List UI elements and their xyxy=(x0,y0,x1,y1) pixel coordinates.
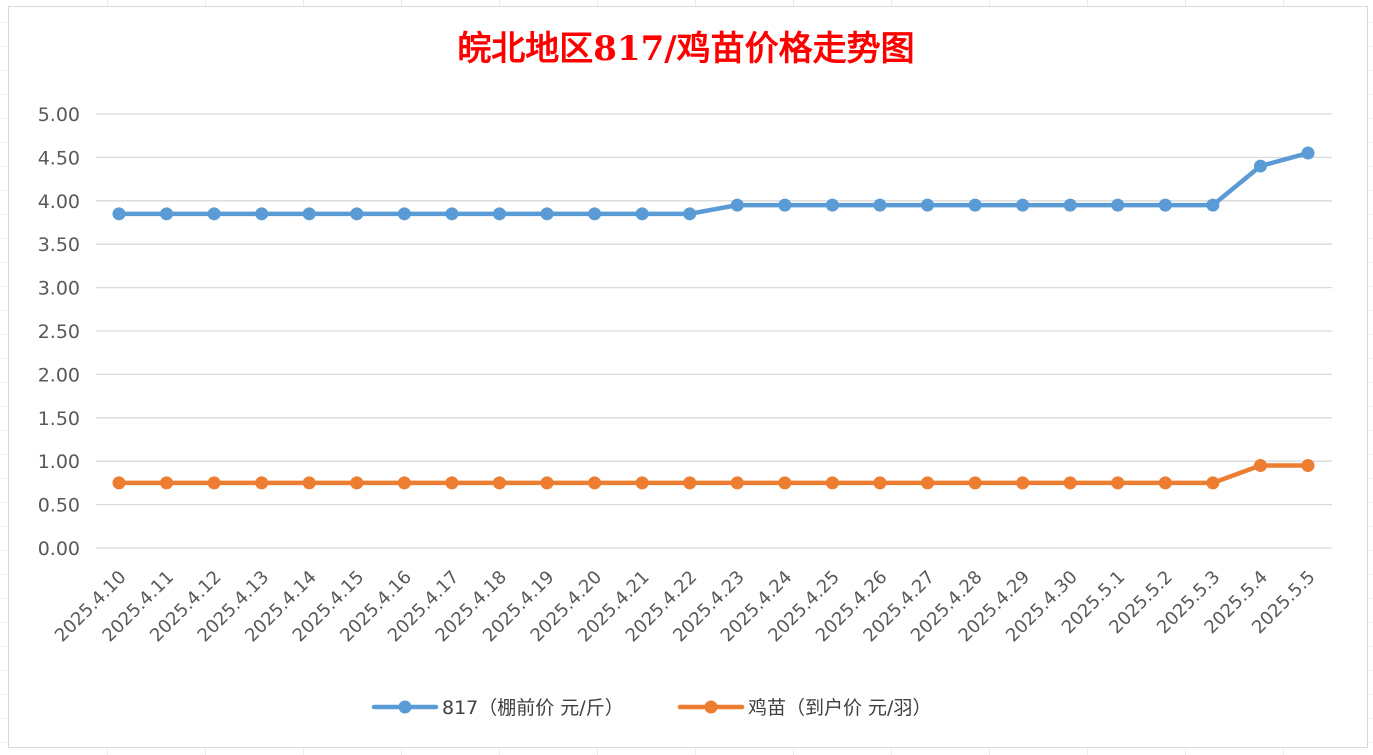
data-point[interactable] xyxy=(635,476,649,490)
data-point[interactable] xyxy=(873,198,887,212)
data-point[interactable] xyxy=(635,207,649,221)
data-point[interactable] xyxy=(445,207,459,221)
data-point[interactable] xyxy=(730,476,744,490)
data-point[interactable] xyxy=(540,476,554,490)
data-point[interactable] xyxy=(1301,459,1315,473)
data-point[interactable] xyxy=(921,476,935,490)
legend-label: 817（棚前价 元/斤） xyxy=(442,697,624,719)
data-point[interactable] xyxy=(302,476,316,490)
series-line xyxy=(116,463,1311,486)
y-tick-label: 1.00 xyxy=(38,451,80,473)
data-point[interactable] xyxy=(1063,198,1077,212)
data-point[interactable] xyxy=(207,476,221,490)
data-point[interactable] xyxy=(112,207,126,221)
data-point[interactable] xyxy=(1111,476,1125,490)
data-point[interactable] xyxy=(445,476,459,490)
data-point[interactable] xyxy=(112,476,126,490)
data-point[interactable] xyxy=(207,207,221,221)
data-point[interactable] xyxy=(825,476,839,490)
y-tick-label: 4.00 xyxy=(38,191,80,213)
y-tick-label: 1.50 xyxy=(38,408,80,430)
data-point[interactable] xyxy=(873,476,887,490)
data-point[interactable] xyxy=(921,198,935,212)
data-point[interactable] xyxy=(1016,198,1030,212)
legend-entry-2[interactable]: 鸡苗（到户价 元/羽） xyxy=(677,697,931,719)
legend-entry-1[interactable]: 817（棚前价 元/斤） xyxy=(371,697,624,719)
data-point[interactable] xyxy=(397,207,411,221)
data-point[interactable] xyxy=(1206,198,1220,212)
data-point[interactable] xyxy=(968,476,982,490)
data-point[interactable] xyxy=(1016,476,1030,490)
gridlines xyxy=(96,113,1332,549)
data-point[interactable] xyxy=(778,476,792,490)
data-point[interactable] xyxy=(1206,476,1220,490)
data-point[interactable] xyxy=(588,476,602,490)
data-point[interactable] xyxy=(1111,198,1125,212)
data-point[interactable] xyxy=(683,476,697,490)
data-point[interactable] xyxy=(683,207,697,221)
series-1[interactable] xyxy=(112,146,1315,221)
data-point[interactable] xyxy=(825,198,839,212)
y-tick-label: 3.50 xyxy=(38,234,80,256)
data-point[interactable] xyxy=(1253,459,1267,473)
series-layer xyxy=(112,146,1315,490)
data-point[interactable] xyxy=(160,476,174,490)
data-point[interactable] xyxy=(968,198,982,212)
y-tick-label: 2.50 xyxy=(38,321,80,343)
y-tick-label: 3.00 xyxy=(38,278,80,300)
data-point[interactable] xyxy=(1158,198,1172,212)
x-axis-ticks: 2025.4.102025.4.112025.4.122025.4.132025… xyxy=(51,567,1320,647)
data-point[interactable] xyxy=(1301,146,1315,160)
y-tick-label: 2.00 xyxy=(38,364,80,386)
data-point[interactable] xyxy=(1253,159,1267,173)
data-point[interactable] xyxy=(1158,476,1172,490)
data-point[interactable] xyxy=(397,476,411,490)
data-point[interactable] xyxy=(350,207,364,221)
data-point[interactable] xyxy=(302,207,316,221)
y-tick-label: 5.00 xyxy=(38,104,80,126)
data-point[interactable] xyxy=(778,198,792,212)
legend-swatch-marker xyxy=(704,700,718,714)
data-point[interactable] xyxy=(1063,476,1077,490)
data-point[interactable] xyxy=(160,207,174,221)
y-tick-label: 0.00 xyxy=(38,538,80,560)
legend-label: 鸡苗（到户价 元/羽） xyxy=(748,697,931,719)
y-axis-ticks: 0.00 0.50 1.00 1.50 2.00 2.50 3.00 3.50 4.00 4.50… xyxy=(38,104,80,560)
data-point[interactable] xyxy=(588,207,602,221)
y-tick-label: 4.50 xyxy=(38,147,80,169)
chart-area[interactable] xyxy=(8,6,1368,748)
data-point[interactable] xyxy=(255,476,269,490)
y-tick-label: 0.50 xyxy=(38,495,80,517)
data-point[interactable] xyxy=(730,198,744,212)
series-2[interactable] xyxy=(112,459,1315,490)
data-point[interactable] xyxy=(255,207,269,221)
series-line xyxy=(116,150,1311,217)
data-point[interactable] xyxy=(540,207,554,221)
legend[interactable]: 817（棚前价 元/斤） 鸡苗（到户价 元/羽） xyxy=(371,697,931,719)
data-point[interactable] xyxy=(492,207,506,221)
data-point[interactable] xyxy=(350,476,364,490)
chart-title: 皖北地区817/鸡苗价格走势图 xyxy=(457,29,914,69)
data-point[interactable] xyxy=(492,476,506,490)
legend-swatch-marker xyxy=(398,700,412,714)
